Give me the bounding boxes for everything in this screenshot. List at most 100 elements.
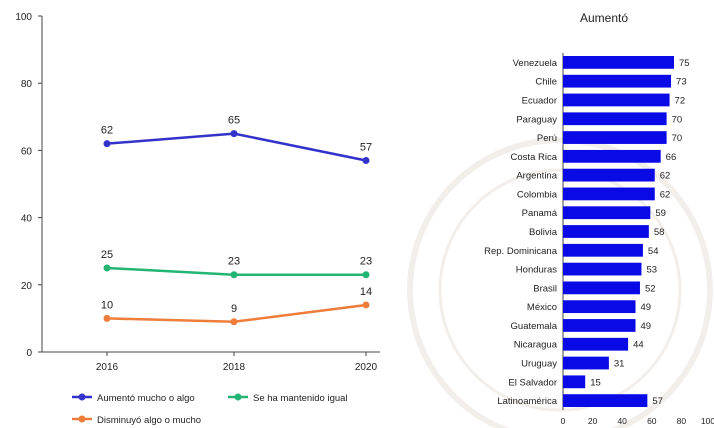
bar <box>563 112 667 126</box>
bar-value-label: 49 <box>641 321 652 332</box>
bar <box>563 300 636 314</box>
data-label: 14 <box>360 286 372 298</box>
bar <box>563 281 640 295</box>
category-label: México <box>527 302 557 313</box>
bar <box>563 74 672 88</box>
bar-value-label: 75 <box>679 58 690 69</box>
x-tick-label: 40 <box>617 416 627 426</box>
line-chart: 0 20 40 60 80 100 2016 2018 2020 62 65 57 25 23 23 10 9 1… <box>15 12 380 426</box>
category-label: Venezuela <box>513 58 558 69</box>
x-tick-label: 100 <box>701 416 714 426</box>
bar-value-label: 59 <box>655 208 666 219</box>
bar <box>563 206 651 220</box>
bar-value-label: 66 <box>666 152 677 163</box>
category-label: Panamá <box>522 208 558 219</box>
bar-value-label: 15 <box>590 377 601 388</box>
x-tick-label: 20 <box>588 416 598 426</box>
y-tick-label: 60 <box>21 146 33 157</box>
bar-value-label: 53 <box>646 265 657 276</box>
category-label: Chile <box>535 77 557 88</box>
series-point <box>230 318 238 326</box>
x-tick-label: 2016 <box>96 362 119 373</box>
bar <box>563 262 642 276</box>
series-point <box>362 271 370 279</box>
category-label: Costa Rica <box>511 152 558 163</box>
y-tick-label: 20 <box>21 281 33 292</box>
category-label: Honduras <box>516 265 557 276</box>
series-line <box>106 132 367 162</box>
data-label: 25 <box>101 249 113 261</box>
bar-value-label: 54 <box>648 246 659 257</box>
data-label: 62 <box>101 125 113 137</box>
y-tick-label: 100 <box>15 12 32 23</box>
category-label: Nicaragua <box>514 340 558 351</box>
data-label: 57 <box>360 141 372 153</box>
category-label: Guatemala <box>511 321 558 332</box>
bar <box>563 56 674 69</box>
x-tick-label: 60 <box>647 416 657 426</box>
bar <box>563 149 661 163</box>
bar <box>563 131 667 144</box>
legend-swatch-marker <box>234 393 242 401</box>
category-label: Rep. Dominicana <box>484 246 558 257</box>
series-point <box>103 140 111 148</box>
category-label: Bolivia <box>529 227 558 238</box>
bar <box>563 168 655 182</box>
bar-chart: Aumentó Venezuela 75 Chile 73 Ecuador 72 Paragu… <box>484 11 714 426</box>
bar-value-label: 70 <box>672 133 683 144</box>
legend-label: Aumentó mucho o algo <box>97 393 195 404</box>
bar-value-label: 58 <box>654 227 665 238</box>
bar-value-label: 52 <box>645 283 656 294</box>
bar <box>563 319 636 332</box>
category-label: Latinoamérica <box>497 396 557 407</box>
y-tick-label: 80 <box>21 79 33 90</box>
series-point <box>362 301 370 309</box>
bar-value-label: 70 <box>672 114 683 125</box>
bar <box>563 93 670 107</box>
bar <box>563 337 629 351</box>
legend-label: Se ha mantenido igual <box>253 393 348 404</box>
series-point <box>103 314 111 322</box>
category-label: Paraguay <box>516 114 557 125</box>
category-label: Argentina <box>516 171 557 182</box>
category-label: Brasil <box>533 283 557 294</box>
series-point <box>230 130 238 138</box>
data-label: 65 <box>228 115 240 127</box>
bar <box>563 187 655 201</box>
legend-label: Disminuyó algo o mucho <box>97 415 201 426</box>
background-seal-watermark <box>407 137 713 428</box>
bar-value-label: 31 <box>614 359 625 370</box>
data-label: 9 <box>231 303 237 315</box>
legend-swatch-marker <box>78 393 86 401</box>
x-tick-label: 0 <box>561 416 566 426</box>
category-label: Uruguay <box>521 359 557 370</box>
category-label: Perú <box>537 133 557 144</box>
x-tick-label: 2020 <box>355 362 378 373</box>
bar-value-label: 62 <box>660 171 671 182</box>
legend-item: Se ha mantenido igual <box>228 393 348 404</box>
bar <box>563 356 609 370</box>
y-tick-label: 40 <box>21 214 33 225</box>
bar-value-label: 44 <box>633 340 644 351</box>
category-label: El Salvador <box>508 377 557 388</box>
bar-value-label: 73 <box>676 77 687 88</box>
bar-value-label: 62 <box>660 189 671 200</box>
data-label: 23 <box>360 256 372 268</box>
bar <box>563 394 648 407</box>
data-label: 10 <box>101 299 113 311</box>
legend-swatch-marker <box>78 415 86 423</box>
category-label: Colombia <box>517 189 558 200</box>
x-tick-label: 2018 <box>223 362 246 373</box>
legend-item: Aumentó mucho o algo <box>72 393 195 404</box>
series-point <box>362 156 370 164</box>
bar-value-label: 57 <box>652 396 663 407</box>
bar <box>563 243 643 257</box>
data-label: 23 <box>228 256 240 268</box>
legend-item: Disminuyó algo o mucho <box>72 415 201 426</box>
chart-title: Aumentó <box>580 11 628 25</box>
bar-value-label: 72 <box>675 95 686 106</box>
category-label: Ecuador <box>522 95 557 106</box>
series-point <box>230 271 238 279</box>
x-tick-label: 80 <box>677 416 687 426</box>
